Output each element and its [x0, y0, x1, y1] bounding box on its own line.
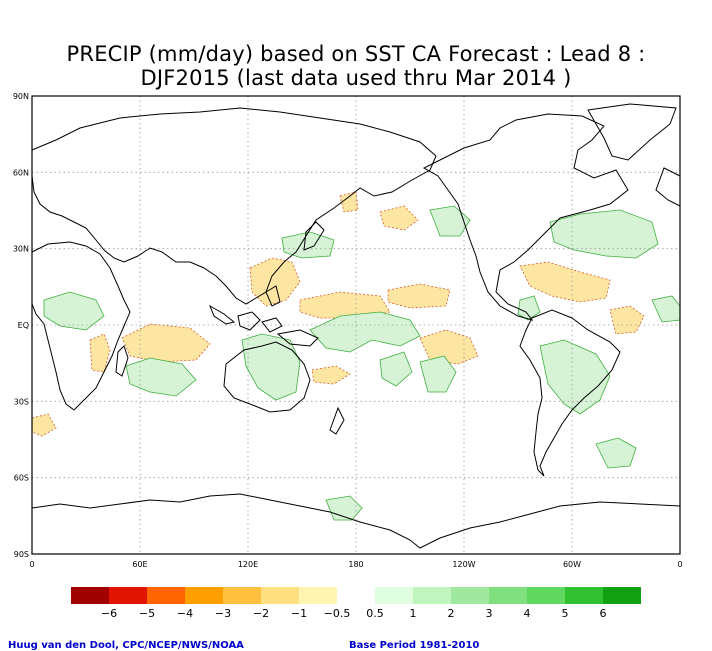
colorbar-label: −2: [253, 607, 269, 620]
colorbar-label: −5: [139, 607, 155, 620]
colorbar-label: −1: [291, 607, 307, 620]
colorbar-swatch: [261, 587, 299, 604]
lon-label: 0: [29, 560, 34, 569]
colorbar-swatch: [451, 587, 489, 604]
lon-label: 180: [348, 560, 363, 569]
colorbar-swatch: [489, 587, 527, 604]
lon-label: 120E: [238, 560, 258, 569]
wet-anomaly-region: [549, 209, 659, 259]
dry-anomaly-region: [379, 205, 419, 231]
colorbar-label: 3: [486, 607, 493, 620]
colorbar-swatch: [337, 587, 375, 604]
anomaly-shading: [31, 191, 681, 521]
wet-anomaly-region: [429, 205, 471, 237]
colorbar-swatch: [527, 587, 565, 604]
dry-anomaly-region: [299, 291, 391, 319]
wet-anomaly-region: [309, 311, 421, 353]
lat-label: 90S: [14, 550, 29, 559]
lat-label: 90N: [13, 92, 29, 101]
colorbar-swatch: [565, 587, 603, 604]
colorbar-label: −6: [101, 607, 117, 620]
wet-anomaly-region: [241, 333, 301, 401]
dry-anomaly-region: [387, 283, 451, 309]
wet-anomaly-region: [517, 295, 541, 321]
wet-anomaly-region: [379, 351, 413, 387]
colorbar-swatch: [185, 587, 223, 604]
colorbar-swatch: [375, 587, 413, 604]
wet-anomaly-region: [281, 231, 335, 259]
dry-anomaly-region: [121, 323, 211, 363]
dry-anomaly-region: [339, 191, 359, 213]
colorbar-swatch: [147, 587, 185, 604]
map-title-line2: DJF2015 (last data used thru Mar 2014 ): [140, 66, 572, 90]
wet-anomaly-region: [595, 437, 637, 469]
colorbar-swatch: [413, 587, 451, 604]
dry-anomaly-region: [249, 257, 301, 307]
colorbar-swatch: [603, 587, 641, 604]
map-graticule: [32, 96, 680, 554]
lon-label: 60W: [563, 560, 581, 569]
credit-base-period: Base Period 1981-2010: [349, 640, 480, 651]
wet-anomaly-region: [419, 355, 457, 393]
colorbar-swatch: [109, 587, 147, 604]
colorbar-label: 5: [562, 607, 569, 620]
dry-anomaly-region: [519, 261, 611, 303]
wet-anomaly-region: [539, 339, 611, 415]
colorbar-label: −0.5: [324, 607, 351, 620]
coastlines: [31, 103, 681, 549]
colorbar-labels: −6 −5 −4 −3 −2 −1 −0.5 0.5 1 2 3 4 5 6: [101, 607, 607, 620]
lon-label: 60E: [132, 560, 147, 569]
lon-label: 120W: [452, 560, 475, 569]
dry-anomaly-region: [311, 365, 351, 385]
dry-anomaly-region: [31, 413, 57, 437]
colorbar-label: −4: [177, 607, 193, 620]
colorbar-swatch: [299, 587, 337, 604]
wet-anomaly-region: [43, 291, 105, 331]
dry-anomaly-region: [419, 329, 479, 365]
dry-anomaly-region: [609, 305, 645, 335]
credit-author: Huug van den Dool, CPC/NCEP/NWS/NOAA: [8, 640, 244, 651]
colorbar-label: 4: [524, 607, 531, 620]
map-frame: [31, 95, 681, 555]
lat-label: 60S: [14, 474, 29, 483]
lat-label: 30S: [14, 397, 29, 406]
map-title-line1: PRECIP (mm/day) based on SST CA Forecast…: [66, 42, 646, 66]
colorbar-swatch: [223, 587, 261, 604]
dry-anomaly-region: [89, 333, 111, 373]
latitude-labels: 90N 60N 30N EQ 30S 60S 90S: [13, 92, 29, 559]
wet-anomaly-region: [125, 357, 197, 397]
colorbar-label: 6: [600, 607, 607, 620]
colorbar: [71, 587, 641, 604]
colorbar-swatch: [71, 587, 109, 604]
colorbar-label: 1: [410, 607, 417, 620]
colorbar-label: −3: [215, 607, 231, 620]
longitude-labels: 0 60E 120E 180 120W 60W 0: [29, 560, 682, 569]
colorbar-label: 2: [448, 607, 455, 620]
lat-label: 30N: [13, 245, 29, 254]
colorbar-label: 0.5: [366, 607, 384, 620]
wet-anomaly-region: [651, 295, 681, 323]
lat-label: EQ: [18, 321, 29, 330]
lat-label: 60N: [13, 168, 29, 177]
lon-label: 0: [677, 560, 682, 569]
